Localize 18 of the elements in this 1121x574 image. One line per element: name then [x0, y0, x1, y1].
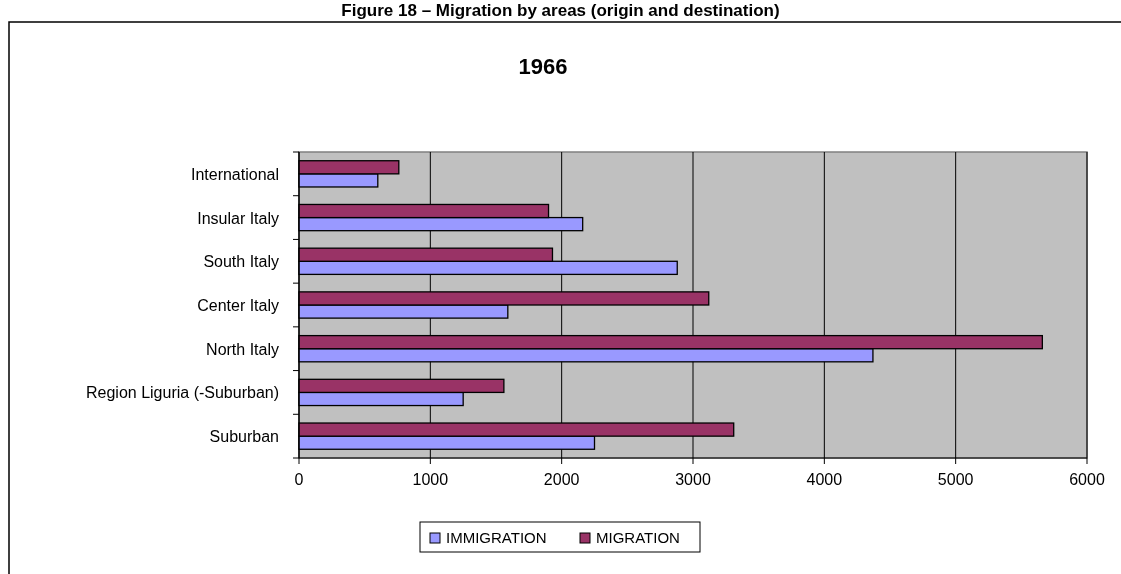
x-tick-label: 2000: [543, 471, 580, 488]
y-tick-label: South Italy: [203, 253, 279, 271]
y-tick-label: North Italy: [206, 340, 279, 358]
chart-title: Figure 18 – Migration by areas (origin and destination): [341, 1, 780, 20]
y-tick-label: Center Italy: [197, 297, 279, 314]
y-tick-label: Suburban: [209, 428, 279, 446]
x-tick-label: 3000: [675, 471, 711, 488]
x-tick-label: 6000: [1069, 471, 1105, 488]
x-tick-label: 0: [294, 471, 304, 488]
y-tick-label: Region Liguria (-Suburban): [86, 384, 279, 402]
legend-label: MIGRATION: [596, 529, 680, 546]
y-tick-label: International: [190, 165, 279, 183]
x-tick-label: 4000: [806, 471, 843, 488]
y-tick-label: Insular Italy: [197, 209, 279, 227]
chart-subtitle: 1966: [518, 54, 568, 79]
legend-label: IMMIGRATION: [446, 529, 547, 546]
x-tick-label: 1000: [412, 471, 449, 488]
x-tick-label: 5000: [937, 471, 974, 488]
